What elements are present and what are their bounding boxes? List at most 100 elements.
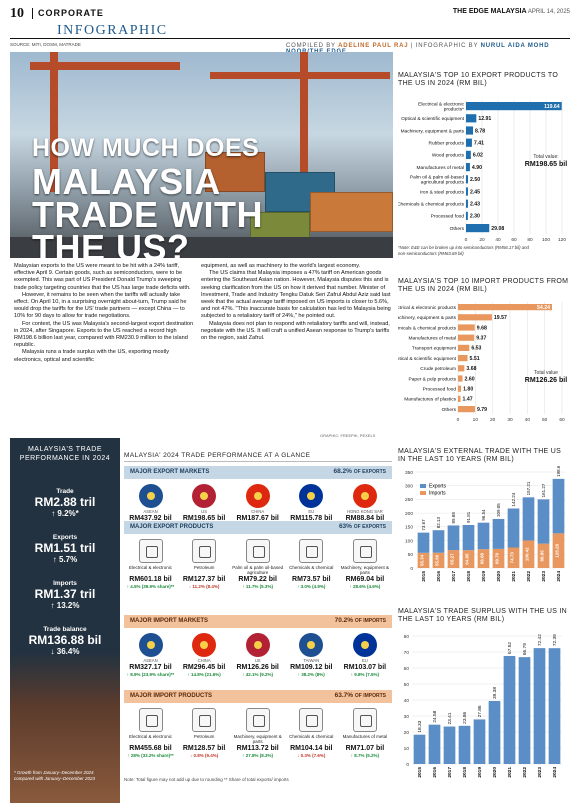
category-label: Optical & scientific equipment <box>401 116 465 122</box>
item-name: Machinery, equipment & parts <box>340 565 389 575</box>
bar <box>458 365 465 372</box>
product-icon <box>138 708 163 732</box>
bar-imports <box>447 525 460 551</box>
glance-item: Electrical & electronic RM601.18 bil ↑ 4.5… <box>124 539 177 589</box>
bar <box>413 734 426 764</box>
y-tick-label: 200 <box>405 511 413 517</box>
bar-exports <box>447 550 460 568</box>
bar <box>458 406 475 413</box>
item-value: RM69.04 bil <box>345 576 385 583</box>
item-change: ↑ 3.0% (4.9%) <box>297 584 326 589</box>
item-change: ↑ 42.1% (9.2%) <box>242 672 274 677</box>
y-tick-label: 50 <box>404 682 410 688</box>
share-suffix: OF EXPORTS <box>353 524 386 530</box>
product-glyph-icon <box>145 546 158 558</box>
item-name: EU <box>308 509 315 514</box>
intro-paragraph: However, it remains to be seen when the … <box>14 291 187 320</box>
stat-value: RM1.51 tril <box>34 541 96 555</box>
category-label: products* <box>444 106 464 112</box>
import-products-chart: 0 10 20 30 40 50 60 Electrical & electronic pro… <box>398 302 567 423</box>
legend-swatch <box>420 484 426 488</box>
x-tick-label: 2018 <box>462 767 468 778</box>
x-tick-label: 2023 <box>537 767 543 778</box>
product-glyph-icon <box>359 546 372 558</box>
item-value: RM187.67 bil <box>236 515 279 522</box>
x-tick-label: 10 <box>473 417 479 423</box>
data-label: 1.80 <box>463 387 473 393</box>
data-label: 91.81 <box>466 511 471 523</box>
item-change: ↓ 11.2% (8.4%) <box>188 584 220 589</box>
item-name: Manufactures of metal <box>342 734 388 739</box>
y-tick-label: 20 <box>404 730 410 736</box>
intro-paragraph: Malaysia does not plan to respond with r… <box>201 320 390 342</box>
item-name: Machinery, equipment & parts <box>233 734 282 744</box>
glance-item: Petroleum RM128.57 bil ↓ 0.8% (9.4%) <box>178 708 231 758</box>
item-name: TAIWAN <box>303 658 320 663</box>
item-name: CHINA <box>251 509 265 514</box>
crane-arm <box>30 62 180 70</box>
flag-emblem-icon <box>200 492 209 500</box>
item-change: ↑ 4.5% (39.9% share)** <box>126 584 175 589</box>
category-label: Electrical & electronic products <box>398 305 457 311</box>
data-label: 88.85 <box>540 550 545 562</box>
x-tick-label: 100 <box>542 237 550 243</box>
data-label: 119.64 <box>544 104 560 110</box>
hero-image: HOW MUCH DOES MALAYSIA TRADE WITH THE US… <box>10 52 393 258</box>
chart-title: MALAYSIA'S TOP 10 EXPORT PRODUCTS TO THE… <box>398 72 559 87</box>
hero-title-line: TRADE WITH <box>32 194 263 235</box>
stat-label: Exports <box>52 534 78 541</box>
bar <box>488 700 501 764</box>
brand-date: THE EDGE MALAYSIA APRIL 14, 2025 <box>453 8 570 15</box>
flag-icon <box>138 484 163 508</box>
crane-arm <box>210 72 390 79</box>
category-label: Machinery, equipment & parts <box>398 315 457 321</box>
bar <box>503 655 516 764</box>
product-icon <box>245 708 270 732</box>
share-suffix: OF IMPORTS <box>354 618 386 624</box>
y-tick-label: 0 <box>406 762 409 768</box>
bar <box>458 375 463 382</box>
item-name: Petroleum <box>193 734 215 739</box>
x-tick-label: 2022 <box>526 571 532 582</box>
data-label: 54.24 <box>537 305 550 311</box>
intro-column-1: Malaysian exports to the US were meant t… <box>14 263 194 364</box>
data-label: 9.37 <box>476 336 486 342</box>
x-tick-label: 2024 <box>552 767 558 778</box>
export-markets-bar: MAJOR EXPORT MARKETS 68.2% OF EXPORTS <box>124 466 392 479</box>
share-suffix: OF IMPORTS <box>354 693 386 699</box>
item-name: Electrical & electronic <box>128 565 173 570</box>
intro-paragraph: The US claims that Malaysia imposes a 47… <box>201 270 391 320</box>
item-name: EU <box>361 658 368 663</box>
bar <box>466 187 468 196</box>
flag-emblem-icon <box>146 492 155 500</box>
product-glyph-icon <box>199 546 212 558</box>
intro-column-2: equipment, as well as machinery to the w… <box>201 263 391 342</box>
x-tick-label: 2024 <box>556 571 562 582</box>
y-tick-label: 300 <box>405 484 413 490</box>
data-label: 157.21 <box>526 481 531 495</box>
bar <box>458 304 553 311</box>
bar <box>443 726 456 764</box>
category-label: Manufactures of plastics <box>404 397 456 403</box>
item-value: RM127.37 bil <box>182 576 226 583</box>
bar <box>466 175 468 184</box>
bar <box>466 224 490 233</box>
total-label: Total value <box>534 370 558 376</box>
item-change: ↑ 9.8% (7.5%) <box>350 672 380 677</box>
item-change: ↑ 27.8% (8.3%) <box>242 753 274 758</box>
stat-change: ↓ 36.4% <box>50 647 80 656</box>
item-value: RM113.72 bil <box>236 745 279 752</box>
y-tick-label: 0 <box>410 566 413 572</box>
flag-emblem-icon <box>360 641 369 649</box>
bar-imports <box>492 518 505 549</box>
bar <box>458 324 475 331</box>
bar-imports <box>552 478 565 534</box>
y-tick-label: 100 <box>405 538 413 544</box>
sub-section-label: INFOGRAPHIC <box>57 23 168 38</box>
x-tick-label: 2022 <box>522 767 528 778</box>
glance-item: Machinery, equipment & parts RM113.72 bil… <box>231 708 284 758</box>
product-icon <box>138 539 163 563</box>
data-label: 65.27 <box>450 553 455 565</box>
flag-icon <box>352 484 377 508</box>
data-label: 126.26 <box>555 543 560 557</box>
